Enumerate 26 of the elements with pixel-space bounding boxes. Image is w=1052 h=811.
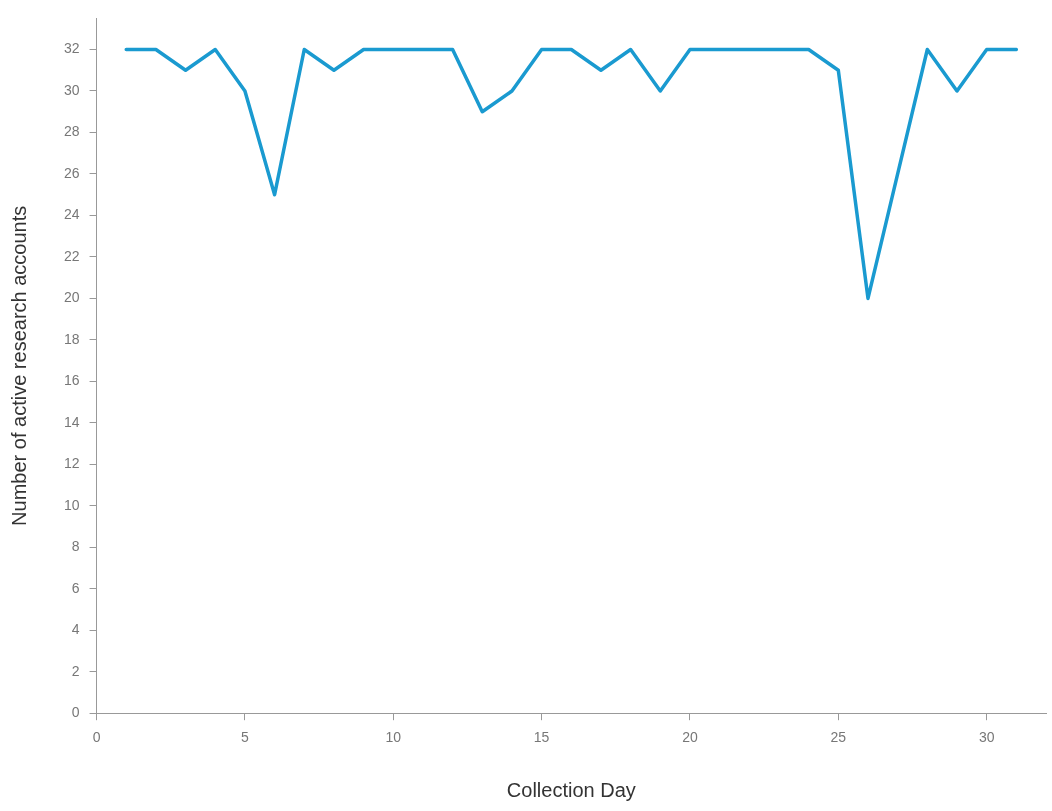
y-tick-label: 18	[63, 330, 80, 347]
y-axis-title: Number of active research accounts	[7, 205, 30, 526]
y-tick-label: 22	[63, 247, 80, 264]
y-tick-label: 20	[63, 289, 80, 306]
y-tick-label: 4	[71, 621, 80, 638]
y-tick-label: 6	[71, 579, 80, 596]
x-tick-label: 15	[533, 729, 550, 746]
y-tick-label: 0	[71, 704, 80, 721]
y-tick-label: 10	[63, 496, 80, 513]
y-tick-label: 30	[63, 81, 80, 98]
y-tick-label: 28	[63, 123, 80, 140]
y-tick-label: 24	[63, 206, 80, 223]
x-tick-label: 0	[92, 729, 101, 746]
y-tick-label: 8	[71, 538, 80, 555]
y-tick-label: 2	[71, 662, 80, 679]
x-tick-label: 25	[830, 729, 847, 746]
y-tick-label: 32	[63, 40, 80, 57]
x-tick-label: 10	[385, 729, 402, 746]
y-tick-label: 14	[63, 413, 80, 430]
y-tick-label: 12	[63, 455, 80, 472]
x-tick-label: 30	[978, 729, 995, 746]
y-tick-label: 26	[63, 164, 80, 181]
x-tick-label: 20	[682, 729, 698, 746]
x-tick-label: 5	[241, 729, 250, 746]
x-axis-title: Collection Day	[506, 778, 636, 801]
y-tick-label: 16	[63, 372, 80, 389]
